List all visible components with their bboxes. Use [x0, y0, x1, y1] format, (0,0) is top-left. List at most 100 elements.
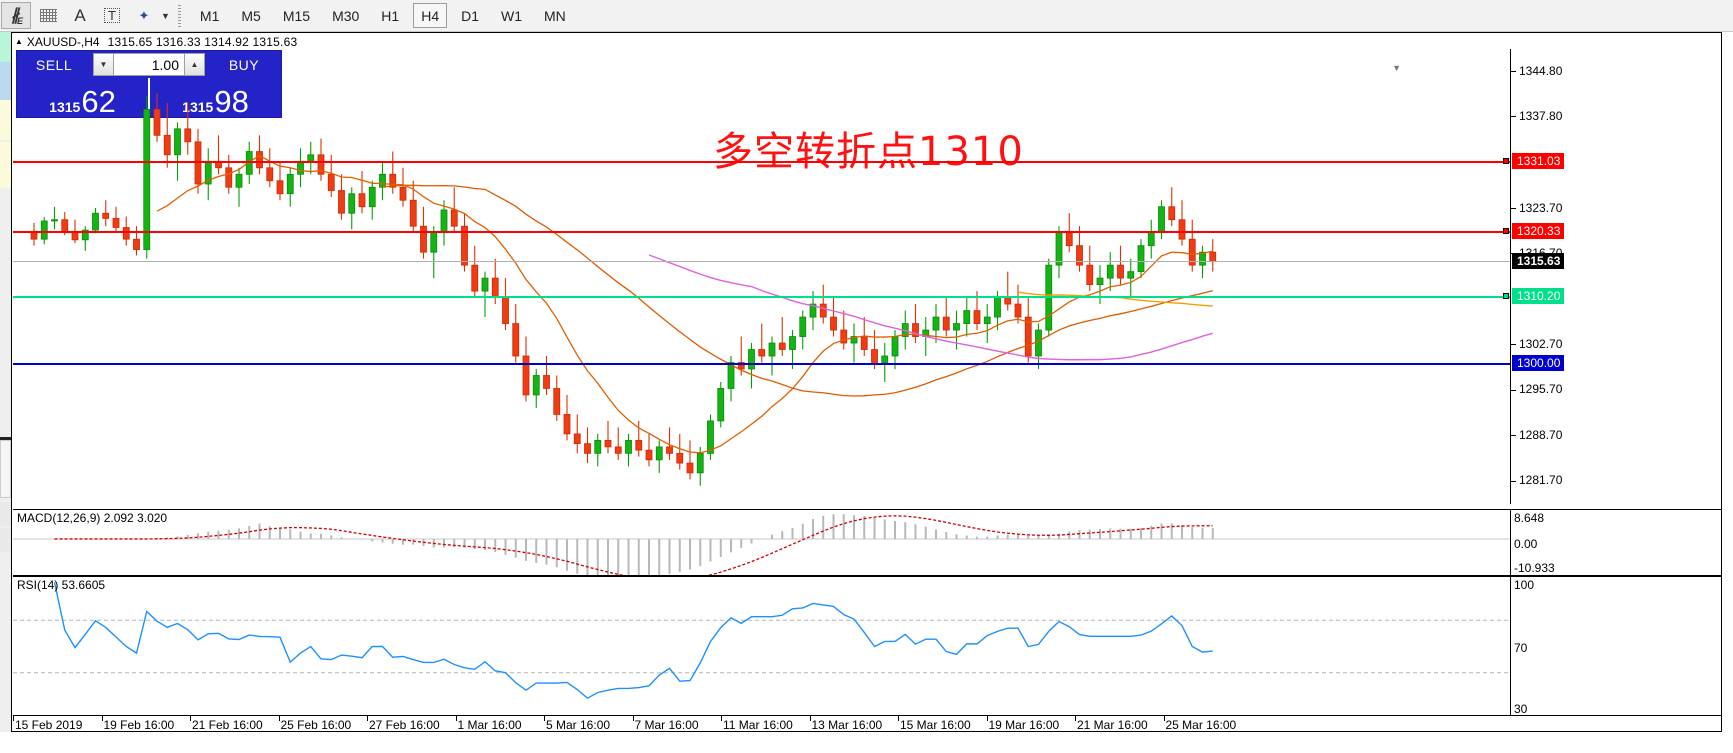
time-tick-label: 21 Mar 16:00: [1077, 718, 1148, 732]
macd-tick-label: -10.933: [1514, 561, 1555, 575]
macd-pane[interactable]: MACD(12,26,9) 2.092 3.020 8.648 0.00 -10.9…: [13, 509, 1721, 576]
time-tick-mark: [278, 716, 280, 721]
one-click-trading-panel[interactable]: SELL ▼ 1.00 ▲ BUY 1315 62 1315 98: [16, 50, 282, 118]
macd-tick: 0.00: [1511, 537, 1537, 551]
symbol-header: ▲ XAUUSD-,H4 1315.65 1316.33 1314.92 131…: [14, 34, 297, 49]
grid-period-separator-icon[interactable]: [33, 2, 63, 29]
price-level-badge-1331-03[interactable]: 1331.03: [1512, 153, 1565, 170]
time-tick-mark: [190, 716, 191, 721]
time-tick-label: 13 Mar 16:00: [811, 718, 883, 732]
price-tick: 1344.80: [1511, 64, 1562, 78]
support-1310[interactable]: [13, 296, 1510, 299]
sell-price-decimal: 62: [81, 84, 116, 119]
chevron-down-icon[interactable]: ▼: [161, 10, 170, 21]
left-color-rail: [0, 32, 11, 732]
rsi-tick-label: 70: [1514, 640, 1528, 655]
price-level-badge-1315-63[interactable]: 1315.63: [1512, 253, 1565, 270]
timeframe-h1[interactable]: H1: [381, 7, 400, 24]
timeframe-mn[interactable]: MN: [544, 7, 566, 24]
rail-chip-e2: [0, 528, 11, 552]
resistance-1320-handle[interactable]: [1503, 227, 1509, 234]
rsi-tick: 70: [1511, 641, 1527, 655]
price-tick-label: 1337.80: [1519, 109, 1563, 124]
timeframe-h4[interactable]: H4: [413, 3, 448, 28]
time-tick-label: 15 Feb 2019: [15, 718, 83, 732]
expert-advisor-icon[interactable]: ∦E: [1, 2, 31, 29]
timeframe-m30[interactable]: M30: [332, 7, 360, 24]
volume-increase-icon[interactable]: ▲: [184, 53, 205, 76]
price-tick-label: 1323.70: [1519, 200, 1563, 215]
price-tick: 1337.80: [1511, 109, 1562, 123]
support-1310-handle[interactable]: [1503, 293, 1509, 300]
objects-tool-icon[interactable]: ✦: [138, 7, 150, 23]
candlestick-svg: [30, 93, 1217, 486]
symbol-name: XAUUSD-,H4: [26, 34, 100, 49]
time-tick-label: 1 Mar 16:00: [457, 718, 522, 732]
current-price-1315[interactable]: [13, 261, 1510, 263]
price-pane[interactable]: 多空转折点1310 1344.801337.801323.701316.7013…: [13, 49, 1721, 504]
buy-button[interactable]: BUY: [228, 56, 260, 73]
rsi-tick: 100: [1511, 578, 1534, 592]
rsi-pane[interactable]: RSI(14) 53.6605 100 70 30: [13, 576, 1721, 716]
price-tick-label: 1344.80: [1519, 63, 1563, 78]
ohlc-values: 1315.65 1316.33 1314.92 1315.63: [107, 34, 298, 49]
time-tick-mark: [1163, 716, 1165, 721]
sell-price-integer: 1315: [49, 99, 81, 115]
macd-plot-area[interactable]: [13, 510, 1510, 575]
resistance-1320[interactable]: [13, 230, 1510, 233]
macd-svg: [13, 514, 1510, 575]
rail-chip-yellow-a: [0, 100, 11, 140]
macd-tick: 8.648: [1511, 511, 1544, 525]
oct-divider: [148, 78, 150, 117]
price-level-badge-1300-00[interactable]: 1300.00: [1512, 354, 1565, 371]
timeframe-d1[interactable]: D1: [461, 7, 480, 24]
sell-price[interactable]: 1315 62: [17, 78, 148, 117]
volume-decrease-icon[interactable]: ▼: [93, 53, 114, 76]
sell-button[interactable]: SELL: [35, 56, 73, 73]
pane-collapse-icon[interactable]: ▼: [1392, 63, 1401, 73]
text-label-tool-icon[interactable]: T: [97, 2, 127, 29]
support-1300[interactable]: [13, 362, 1510, 365]
macd-tick-label: 0.00: [1514, 536, 1538, 551]
rail-chip-e1: [0, 502, 11, 526]
price-tick: 1288.70: [1511, 428, 1562, 442]
time-tick-mark: [721, 716, 722, 721]
rail-chip-blue: [0, 62, 11, 100]
oct-price-row: 1315 62 1315 98: [17, 78, 281, 117]
main-toolbar: ∦E A T ✦ ▼ M1 M5 M15 M30 H1 H4 D1 W1 MN: [0, 0, 1733, 32]
price-axis[interactable]: 1344.801337.801323.701316.701302.701295.…: [1510, 49, 1722, 504]
buy-price[interactable]: 1315 98: [150, 78, 281, 117]
text-tool-icon[interactable]: A: [74, 5, 86, 25]
price-level-badge-1310-20[interactable]: 1310.20: [1512, 288, 1565, 305]
price-level-badge-1320-33[interactable]: 1320.33: [1512, 222, 1565, 239]
rail-chip-pale: [0, 440, 11, 498]
rail-chip-yellow-b: [0, 142, 11, 188]
time-tick-mark: [101, 716, 103, 721]
volume-input[interactable]: 1.00: [114, 53, 184, 76]
rsi-plot-area[interactable]: [13, 577, 1510, 716]
chart-window[interactable]: ▲ XAUUSD-,H4 1315.65 1316.33 1314.92 131…: [11, 32, 1722, 732]
price-plot-area[interactable]: 多空转折点1310: [13, 49, 1510, 504]
time-tick-label: 19 Mar 16:00: [988, 718, 1060, 732]
timeframe-w1[interactable]: W1: [501, 7, 523, 24]
buy-price-decimal: 98: [214, 84, 249, 119]
timeframe-m15[interactable]: M15: [282, 7, 311, 24]
timeframe-m5[interactable]: M5: [241, 7, 261, 24]
time-tick-mark: [809, 716, 811, 721]
time-tick-mark: [986, 716, 988, 721]
buy-price-integer: 1315: [182, 99, 214, 115]
collapse-triangle-icon[interactable]: ▲: [15, 37, 23, 46]
volume-stepper[interactable]: ▼ 1.00 ▲: [93, 53, 205, 76]
timeframe-m1[interactable]: M1: [199, 7, 220, 24]
oct-top-row: SELL ▼ 1.00 ▲ BUY: [17, 51, 281, 78]
time-tick-label: 25 Mar 16:00: [1165, 718, 1237, 732]
time-tick-mark: [1075, 716, 1076, 721]
resistance-1331[interactable]: [13, 161, 1510, 164]
resistance-1331-handle[interactable]: [1503, 158, 1509, 165]
time-tick-label: 19 Feb 16:00: [103, 718, 175, 732]
time-tick-label: 7 Mar 16:00: [634, 718, 699, 732]
time-axis[interactable]: 15 Feb 2019 19 Feb 16:00 21 Feb 16:00 25 Fe…: [13, 715, 1721, 733]
time-tick-mark: [13, 716, 14, 721]
time-tick-label: 11 Mar 16:00: [723, 718, 793, 732]
time-tick-label: 21 Feb 16:00: [192, 718, 263, 732]
